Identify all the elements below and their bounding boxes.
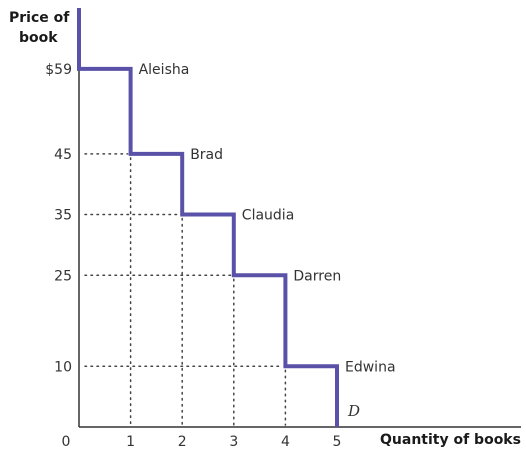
demand-curve [77, 8, 339, 427]
y-tick-label: 35 [54, 208, 72, 224]
x-tick-label: 5 [333, 434, 342, 450]
x-axis-title: Quantity of books [380, 432, 521, 448]
x-tick-label: 0 [62, 434, 71, 450]
y-tick-label: 10 [54, 359, 72, 375]
buyer-label: Brad [190, 147, 223, 163]
y-tick-label: 45 [54, 147, 72, 163]
y-axis-title-line1: Price of [9, 10, 70, 26]
x-tick-labels: 0 1 2 3 4 5 [62, 434, 342, 450]
buyer-label: Aleisha [139, 62, 190, 78]
buyer-label: Edwina [345, 359, 396, 375]
x-tick-label: 4 [281, 434, 290, 450]
x-tick-label: 1 [126, 434, 135, 450]
y-axis-title-line2: book [19, 30, 58, 46]
demand-curve-label: D [347, 402, 360, 420]
buyer-label: Claudia [242, 208, 294, 224]
y-tick-labels: 10 25 35 45 $59 [45, 62, 72, 375]
x-tick-label: 2 [178, 434, 187, 450]
x-tick-label: 3 [229, 434, 238, 450]
y-tick-label: 25 [54, 268, 72, 284]
buyer-label: Darren [293, 268, 341, 284]
guide-lines [84, 153, 287, 426]
buyer-labels: Aleisha Brad Claudia Darren Edwina [139, 62, 396, 375]
y-tick-label: $59 [45, 62, 72, 78]
